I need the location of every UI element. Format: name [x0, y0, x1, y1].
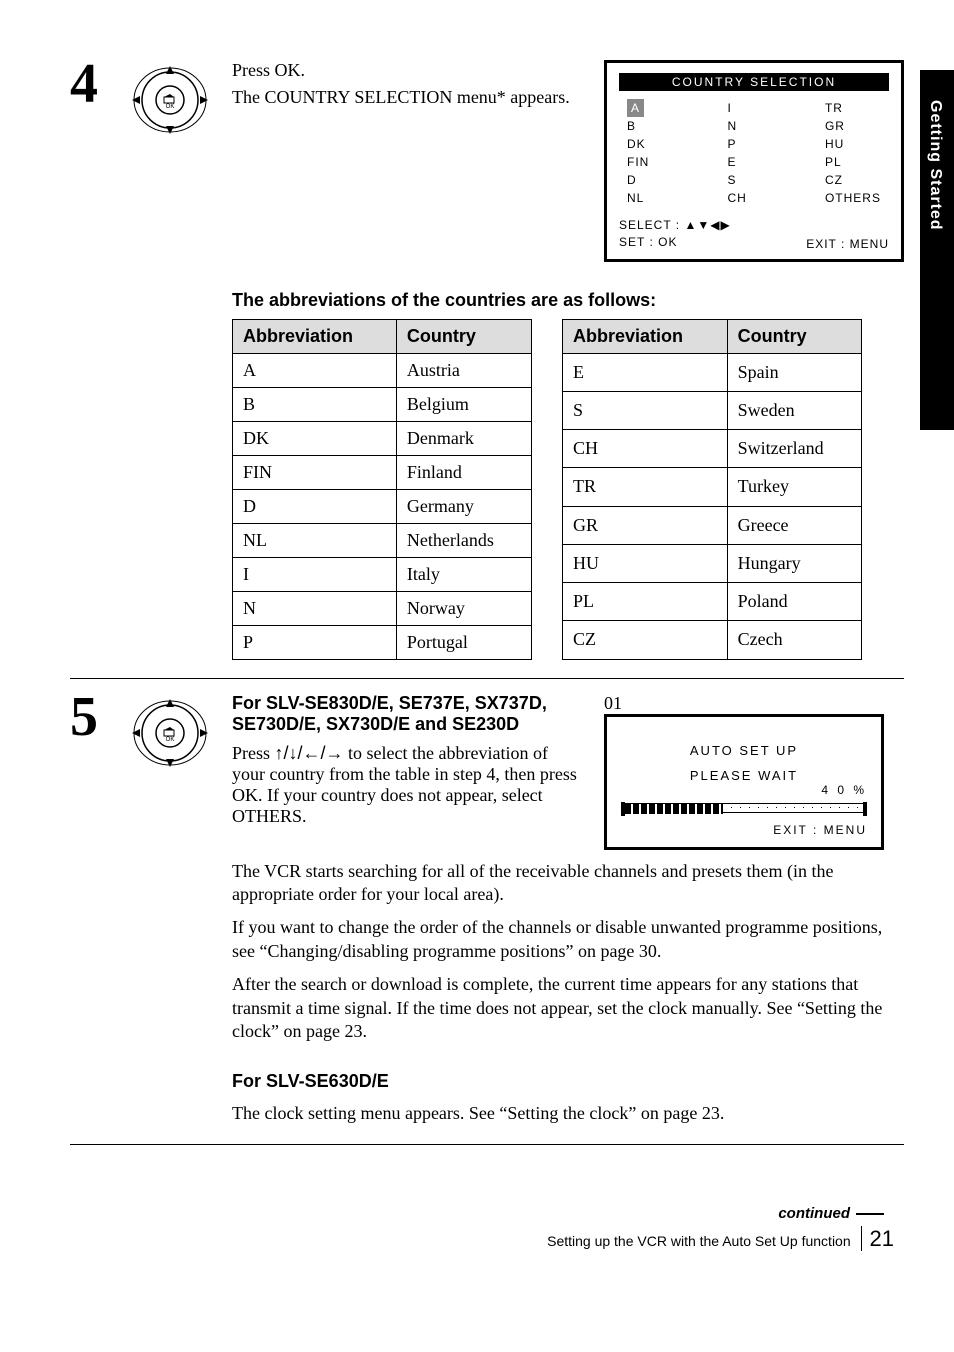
th-abbrev: Abbreviation	[233, 319, 397, 353]
step5-body: The VCR starts searching for all of the …	[232, 860, 884, 1126]
step-number: 5	[70, 689, 120, 745]
table-row: DKDenmark	[233, 421, 532, 455]
table-row: BBelgium	[233, 387, 532, 421]
step-4: 4 OK Press OK. The COUNTRY SELECTION men…	[70, 60, 904, 660]
abbrev-tbody-1: AAustriaBBelgiumDKDenmarkFINFinlandDGerm…	[233, 353, 532, 659]
th-country: Country	[727, 319, 861, 353]
remote-icon: OK	[120, 60, 220, 145]
progress-fill	[625, 804, 723, 814]
svg-text:OK: OK	[166, 737, 175, 743]
osd-foot-exit: EXIT : MENU	[806, 237, 889, 251]
table-row: ESpain	[563, 353, 862, 391]
step-number: 4	[70, 56, 120, 112]
step5-para5: The clock setting menu appears. See “Set…	[232, 1102, 884, 1125]
step5-heading2: For SLV-SE630D/E	[232, 1071, 884, 1092]
step5-para3: If you want to change the order of the c…	[232, 916, 884, 963]
osd-country-selection: COUNTRY SELECTION ABDKFINDNL INPESCH TRG…	[604, 60, 904, 262]
osd-col-2: INPESCH	[727, 99, 746, 207]
step-5: 5 OK For SLV-SE830D/E, SE737E, SX737D, S…	[70, 693, 904, 850]
abbrev-tbody-2: ESpainSSwedenCHSwitzerlandTRTurkeyGRGree…	[563, 353, 862, 659]
step5-press: Press ↑/↓/←/→ to select the abbreviation…	[232, 743, 584, 827]
table-row: CZCzech	[563, 621, 862, 659]
osd-auto-line2: PLEASE WAIT	[621, 768, 867, 783]
abbrev-table-1: Abbreviation Country AAustriaBBelgiumDKD…	[232, 319, 532, 660]
step5-para4: After the search or download is complete…	[232, 973, 884, 1043]
table-row: GRGreece	[563, 506, 862, 544]
osd-col-1: ABDKFINDNL	[627, 99, 649, 207]
osd-title: COUNTRY SELECTION	[619, 73, 889, 91]
th-abbrev: Abbreviation	[563, 319, 728, 353]
step4-text: Press OK. The COUNTRY SELECTION menu* ap…	[232, 60, 584, 108]
osd-col-3: TRGRHUPLCZOTHERS	[825, 99, 881, 207]
page-footer: continued Setting up the VCR with the Au…	[70, 1205, 904, 1252]
table-row: HUHungary	[563, 544, 862, 582]
table-row: IItaly	[233, 557, 532, 591]
osd-foot-select: SELECT : ▲▼◀▶	[619, 217, 731, 234]
osd-auto-setup: AUTO SET UP PLEASE WAIT 4 0 % EXIT : MEN…	[604, 714, 884, 850]
step5-para2: The VCR starts searching for all of the …	[232, 860, 884, 907]
table-row: NLNetherlands	[233, 523, 532, 557]
side-tab-label: Getting Started	[926, 100, 944, 231]
osd-auto-line1: AUTO SET UP	[621, 743, 867, 758]
arrow-icons: ↑/↓/←/→	[275, 743, 344, 763]
step5-heading: For SLV-SE830D/E, SE737E, SX737D, SE730D…	[232, 693, 584, 735]
table-row: AAustria	[233, 353, 532, 387]
separator	[70, 678, 904, 679]
table-row: CHSwitzerland	[563, 430, 862, 468]
progress-bar	[621, 803, 867, 813]
page-number: 21	[861, 1226, 894, 1251]
svg-text:OK: OK	[166, 104, 175, 110]
step4-line2: The COUNTRY SELECTION menu* appears.	[232, 87, 584, 108]
table-row: TRTurkey	[563, 468, 862, 506]
abbrev-heading: The abbreviations of the countries are a…	[232, 290, 904, 311]
table-row: PPortugal	[233, 625, 532, 659]
th-country: Country	[396, 319, 531, 353]
table-row: PLPoland	[563, 583, 862, 621]
osd-auto-percent: 4 0 %	[621, 783, 867, 797]
table-row: DGermany	[233, 489, 532, 523]
table-row: NNorway	[233, 591, 532, 625]
abbrev-table-2: Abbreviation Country ESpainSSwedenCHSwit…	[562, 319, 862, 660]
separator	[70, 1144, 904, 1145]
continued-label: continued	[70, 1205, 904, 1222]
osd-auto-exit: EXIT : MENU	[621, 823, 867, 837]
table-row: FINFinland	[233, 455, 532, 489]
step4-line1: Press OK.	[232, 60, 584, 81]
footer-title: Setting up the VCR with the Auto Set Up …	[547, 1233, 851, 1249]
side-tab: Getting Started	[920, 70, 954, 430]
table-row: SSweden	[563, 391, 862, 429]
remote-icon: OK	[120, 693, 220, 778]
osd-foot-set: SET : OK	[619, 234, 731, 251]
